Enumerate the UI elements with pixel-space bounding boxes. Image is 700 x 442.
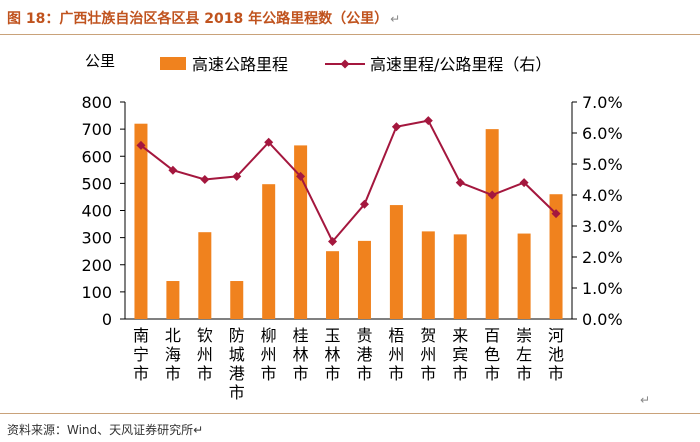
- x-tick-label: 南宁市: [133, 326, 149, 383]
- x-tick-label: 贵港市: [356, 326, 372, 383]
- bar-series: [134, 123, 563, 319]
- x-tick-label: 来宾市: [452, 326, 468, 383]
- figure-title-text: 图 18：广西壮族自治区各区县 2018 年公路里程数（公里）: [7, 11, 389, 27]
- bar: [485, 129, 499, 319]
- source-note: 资料来源：Wind、天风证券研究所↵: [7, 421, 203, 438]
- legend-swatch-bar: [160, 57, 186, 70]
- legend: 高速公路里程 高速里程/公路里程（右）: [160, 55, 551, 74]
- figure-title-bar: 图 18：广西壮族自治区各区县 2018 年公路里程数（公里） ↵: [0, 0, 700, 35]
- bar: [294, 145, 308, 319]
- x-tick-label: 防城港市: [229, 326, 245, 402]
- bar: [549, 194, 563, 319]
- left-tick-label: 600: [81, 147, 112, 166]
- right-tick-label: 1.0%: [582, 279, 623, 298]
- bar: [262, 184, 276, 319]
- right-tick-label: 3.0%: [582, 217, 623, 236]
- line-path: [140, 119, 557, 244]
- x-tick-label: 柳州市: [261, 326, 277, 383]
- bar: [326, 251, 340, 319]
- left-tick-label: 200: [81, 256, 112, 275]
- left-tick-label: 300: [81, 229, 112, 248]
- right-tick-label: 0.0%: [582, 310, 623, 329]
- x-tick-label: 北海市: [165, 326, 181, 383]
- left-y-axis: 公里 0 100 200 300 400 500 600 700 800: [81, 52, 572, 329]
- line-point: [328, 237, 338, 246]
- line-point: [487, 190, 497, 200]
- figure-title: 图 18：广西壮族自治区各区县 2018 年公路里程数（公里） ↵: [7, 8, 400, 28]
- right-tick-label: 4.0%: [582, 186, 623, 205]
- bar: [134, 123, 148, 319]
- legend-swatch-marker: [340, 59, 350, 69]
- bar: [357, 240, 371, 319]
- x-tick-label: 百色市: [484, 326, 500, 383]
- right-tick-label: 5.0%: [582, 155, 623, 174]
- left-tick-label: 0: [102, 310, 112, 329]
- left-axis-unit: 公里: [85, 52, 115, 70]
- source-bar: 资料来源：Wind、天风证券研究所↵: [0, 413, 700, 442]
- x-tick-label: 崇左市: [516, 326, 532, 383]
- bar: [389, 205, 403, 319]
- line-point: [200, 175, 210, 184]
- line-point: [136, 140, 146, 150]
- x-tick-label: 桂林市: [293, 326, 309, 383]
- right-tick-label: 2.0%: [582, 248, 623, 267]
- legend-label-line: 高速里程/公路里程（右）: [370, 55, 551, 74]
- x-tick-label: 河池市: [548, 326, 564, 383]
- left-tick-label: 100: [81, 283, 112, 302]
- left-tick-label: 400: [81, 202, 112, 221]
- line-point: [168, 165, 178, 175]
- bar: [453, 234, 467, 319]
- line-point: [264, 137, 274, 147]
- line-point: [519, 178, 529, 188]
- left-tick-label: 800: [81, 93, 112, 112]
- bar: [421, 231, 435, 319]
- legend-label-bar: 高速公路里程: [192, 55, 288, 74]
- left-tick-label: 500: [81, 174, 112, 193]
- bar: [166, 281, 180, 319]
- x-axis-labels: 南宁市北海市钦州市防城港市柳州市桂林市玉林市贵港市梧州市贺州市来宾市百色市崇左市…: [133, 326, 564, 402]
- line-series: [136, 116, 561, 246]
- x-tick-label: 玉林市: [325, 326, 341, 383]
- line-point: [296, 171, 306, 181]
- line-point: [232, 171, 242, 181]
- bar: [517, 233, 531, 319]
- x-tick-label: 贺州市: [420, 326, 436, 383]
- paragraph-mark: ↵: [640, 393, 651, 407]
- source-return-mark: ↵: [193, 423, 204, 437]
- left-tick-label: 700: [81, 120, 112, 139]
- line-point: [455, 178, 465, 188]
- title-return-mark: ↵: [390, 12, 401, 26]
- right-y-axis: 0.0% 1.0% 2.0% 3.0% 4.0% 5.0% 6.0% 7.0%: [571, 93, 623, 329]
- line-point: [359, 199, 369, 209]
- right-tick-label: 6.0%: [582, 124, 623, 143]
- x-tick-label: 梧州市: [388, 326, 404, 383]
- x-tick-label: 钦州市: [197, 326, 213, 383]
- source-note-text: 资料来源：Wind、天风证券研究所: [7, 423, 194, 437]
- bar: [198, 232, 212, 319]
- line-point: [391, 122, 401, 132]
- right-tick-label: 7.0%: [582, 93, 623, 112]
- line-point: [551, 209, 561, 219]
- line-point: [423, 116, 433, 126]
- bar: [230, 281, 244, 319]
